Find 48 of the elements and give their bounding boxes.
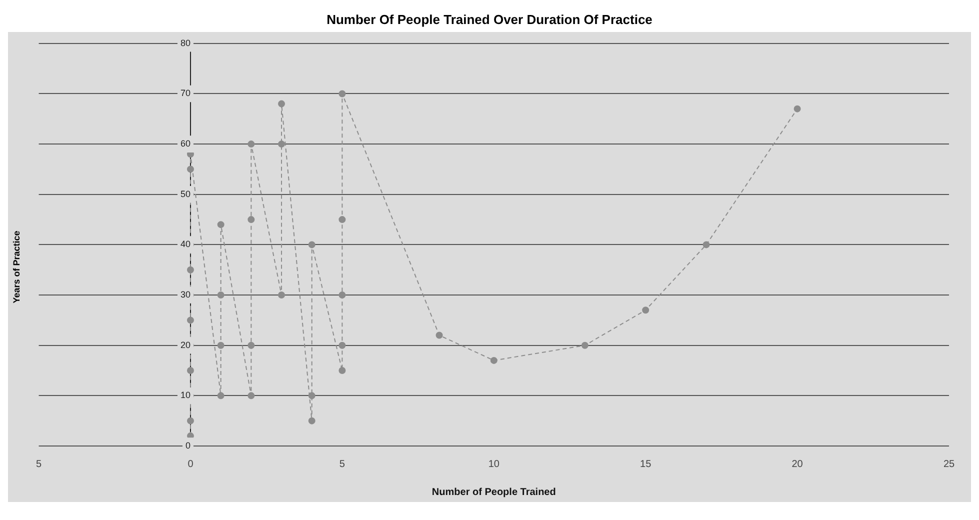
point: [278, 292, 286, 299]
point: [248, 140, 255, 148]
point: [338, 90, 346, 98]
point: [217, 221, 224, 228]
chart-title: Number Of People Trained Over Duration Of Practice: [326, 11, 654, 29]
point: [436, 332, 443, 339]
x-tick-label: 25: [943, 458, 955, 470]
point: [186, 266, 194, 274]
y-tick-label: 70: [180, 88, 190, 98]
y-axis-title: Years of Practice: [11, 230, 22, 304]
point: [186, 316, 194, 324]
point: [581, 342, 588, 349]
x-tick-label: 5: [339, 458, 346, 470]
y-tick-label: 10: [180, 390, 190, 400]
x-tick-label: 5: [36, 458, 42, 470]
point: [338, 216, 346, 224]
point: [338, 367, 346, 374]
point: [186, 367, 194, 374]
point: [217, 292, 224, 299]
point: [217, 392, 224, 400]
x-tick-label: 20: [792, 458, 804, 470]
point: [248, 392, 255, 400]
point: [278, 100, 286, 108]
point: [248, 342, 255, 349]
point: [308, 241, 316, 248]
y-tick-label: 30: [180, 290, 190, 300]
y-tick-label: 20: [180, 340, 190, 350]
x-tick-label: 10: [488, 458, 500, 470]
y-tick-label: 0: [185, 440, 190, 450]
point: [338, 342, 346, 349]
y-tick-label: 60: [180, 138, 190, 149]
point: [217, 342, 224, 349]
y-tick-label: 80: [180, 38, 190, 48]
point: [278, 140, 286, 148]
y-tick-label: 40: [180, 239, 190, 250]
point: [490, 356, 498, 364]
point: [186, 166, 194, 173]
point: [338, 292, 346, 299]
x-axis-title: Number of People Trained: [432, 486, 556, 498]
point: [248, 216, 255, 224]
point: [702, 241, 710, 248]
point: [308, 417, 316, 424]
x-tick-label: 15: [640, 458, 652, 470]
point: [308, 392, 316, 400]
point: [794, 105, 801, 112]
y-tick-label: 50: [180, 188, 190, 199]
point: [186, 417, 194, 424]
point: [642, 306, 650, 314]
